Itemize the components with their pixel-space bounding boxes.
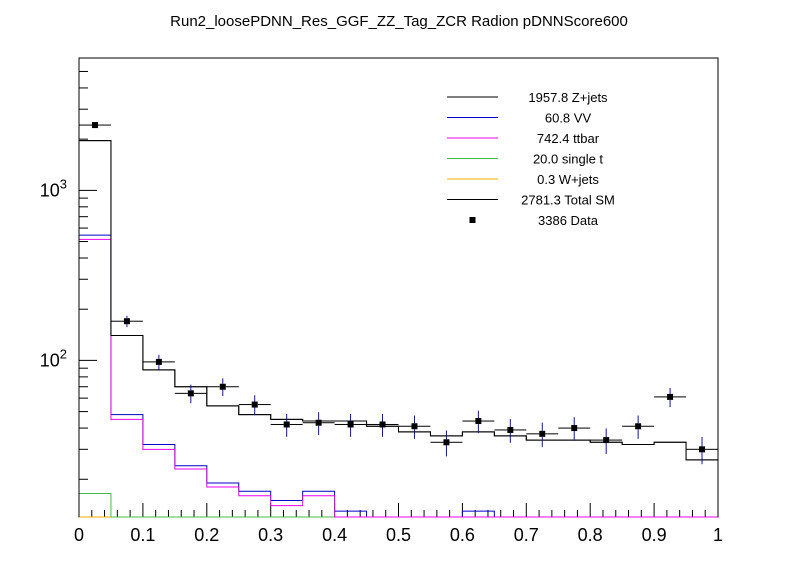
data-point (142, 354, 175, 370)
data-point (398, 415, 431, 439)
data-marker (699, 446, 706, 453)
histogram-total-sm (78, 140, 719, 517)
y-tick-label: 102 (40, 346, 67, 370)
data-marker (411, 423, 418, 430)
data-point (494, 418, 527, 443)
x-tick-label: 0.3 (258, 525, 283, 545)
data-marker (571, 425, 578, 432)
data-marker (635, 423, 642, 430)
data-point (558, 417, 591, 441)
data-marker (219, 383, 226, 390)
y-axis: 102 103 (40, 57, 97, 480)
legend-label-vv: 60.8 VV (545, 111, 592, 126)
histogram-series (78, 140, 719, 518)
data-point (430, 430, 463, 457)
legend-marker-data (469, 217, 476, 223)
data-point (334, 413, 367, 437)
data-point (238, 395, 271, 416)
data-point (110, 315, 143, 328)
data-point (686, 436, 718, 465)
data-point (366, 413, 399, 437)
data-point (590, 428, 623, 454)
x-tick-label: 0.7 (514, 525, 539, 545)
histogram-ttbar (78, 238, 718, 518)
data-point (79, 122, 111, 129)
x-tick-label: 0 (74, 525, 84, 545)
data-marker (379, 421, 386, 428)
data-marker (91, 122, 98, 129)
legend-label-w-jets: 0.3 W+jets (537, 172, 599, 187)
data-marker (347, 421, 354, 428)
x-tick-label: 0.1 (130, 525, 155, 545)
data-marker (155, 358, 162, 365)
data-point (526, 422, 559, 448)
legend-label-z-jets: 1957.8 Z+jets (528, 90, 608, 105)
x-tick-label: 0.4 (322, 525, 347, 545)
data-point (622, 415, 655, 439)
data-marker (251, 401, 258, 408)
data-marker (667, 393, 674, 400)
data-marker (475, 418, 482, 425)
x-tick-label: 0.6 (450, 525, 475, 545)
data-marker (123, 318, 130, 325)
x-axis: 0 0.1 0.2 0.3 0.4 0.5 0.6 0.7 0.8 0.9 1 (74, 503, 723, 545)
data-marker (539, 430, 546, 437)
x-tick-label: 0.5 (386, 525, 411, 545)
x-tick-label: 0.2 (194, 525, 219, 545)
data-point (206, 378, 239, 397)
x-tick-label: 1 (713, 525, 723, 545)
legend-label-data: 3386 Data (538, 213, 599, 228)
legend-label-ttbar: 742.4 ttbar (537, 131, 600, 146)
data-point (174, 384, 207, 404)
data-marker (283, 421, 290, 428)
data-points (79, 122, 718, 465)
data-marker (443, 439, 450, 446)
data-point (270, 413, 303, 437)
y-tick-label: 103 (40, 176, 67, 200)
data-point (302, 412, 335, 435)
legend-label-single-t: 20.0 single t (533, 152, 603, 167)
legend: 1957.8 Z+jets 60.8 VV 742.4 ttbar 20.0 sing… (447, 90, 615, 228)
x-tick-label: 0.9 (642, 525, 667, 545)
plot-title: Run2_loosePDNN_Res_GGF_ZZ_Tag_ZCR Radion… (170, 13, 628, 30)
data-marker (603, 437, 610, 444)
data-marker (187, 390, 194, 397)
data-point (462, 410, 495, 434)
data-marker (507, 426, 514, 433)
legend-label-total-sm: 2781.3 Total SM (521, 193, 615, 208)
data-point (654, 388, 687, 408)
data-marker (315, 419, 322, 426)
x-tick-label: 0.8 (578, 525, 603, 545)
